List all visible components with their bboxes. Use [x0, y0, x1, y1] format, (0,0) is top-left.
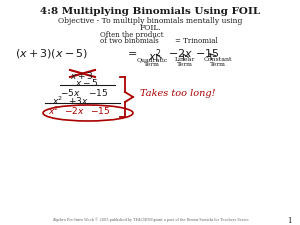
Text: $-5x$: $-5x$ — [60, 87, 81, 98]
Text: $=$: $=$ — [125, 47, 137, 57]
Text: Objective - To multiply binomials mentally using: Objective - To multiply binomials mental… — [58, 17, 242, 25]
Text: $-15$: $-15$ — [195, 47, 219, 59]
Text: $+3x$: $+3x$ — [68, 95, 89, 106]
Text: 4:8 Multiplying Binomials Using FOIL: 4:8 Multiplying Binomials Using FOIL — [40, 7, 260, 16]
Text: $x^2$: $x^2$ — [148, 47, 161, 64]
Text: Algebra Pre-Intro Week © 2003 published by TEACHINGpoint a part of the Brown-Saw: Algebra Pre-Intro Week © 2003 published … — [52, 217, 248, 222]
Text: $-2x$: $-2x$ — [168, 47, 193, 59]
Text: Term: Term — [210, 62, 226, 67]
Text: Takes too long!: Takes too long! — [140, 90, 215, 99]
Text: FOIL.: FOIL. — [139, 24, 161, 32]
Text: Quadratic: Quadratic — [136, 57, 168, 62]
Text: Often the product: Often the product — [100, 31, 164, 39]
Text: Term: Term — [144, 62, 160, 67]
Text: 1: 1 — [287, 217, 292, 225]
Text: $-15$: $-15$ — [90, 105, 110, 116]
Text: $x+3$: $x+3$ — [70, 70, 94, 81]
Text: $-15$: $-15$ — [88, 87, 108, 98]
Text: $(x+3)(x-5)$: $(x+3)(x-5)$ — [15, 47, 88, 60]
Text: $x^2$: $x^2$ — [52, 95, 63, 107]
Text: of two binomials: of two binomials — [100, 37, 159, 45]
Text: $x^2$: $x^2$ — [48, 105, 59, 117]
Text: = Trinomial: = Trinomial — [175, 37, 217, 45]
Text: Constant: Constant — [204, 57, 232, 62]
Text: Linear: Linear — [175, 57, 195, 62]
Text: Term: Term — [177, 62, 193, 67]
Text: $x-5$: $x-5$ — [75, 77, 99, 88]
Text: $-2x$: $-2x$ — [64, 105, 85, 116]
